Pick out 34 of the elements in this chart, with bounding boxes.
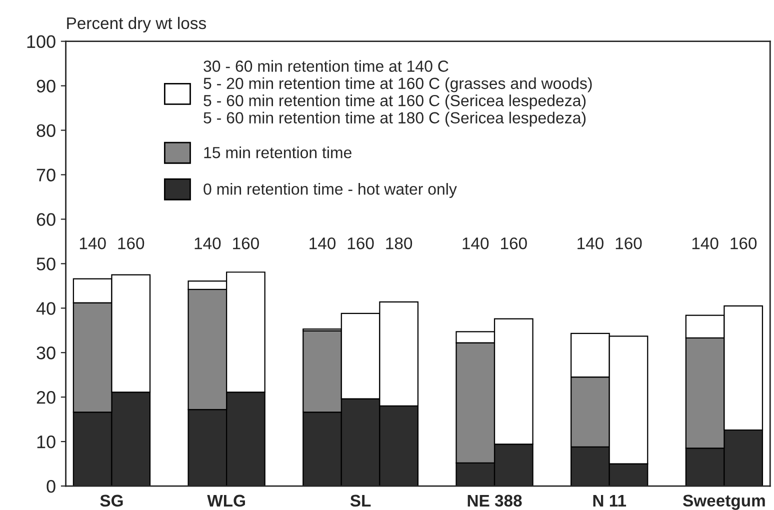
y-tick-label: 60 <box>36 213 56 226</box>
y-axis-title: Percent dry wt loss <box>67 16 206 32</box>
text: SG <box>100 494 123 507</box>
y-tick-label: 90 <box>36 80 56 92</box>
x-tick-label: 160 <box>616 237 642 250</box>
x-tick-label: 140 <box>578 237 604 250</box>
y-tick-label: 0 <box>46 480 56 493</box>
y-tick-label: 100 <box>27 35 56 48</box>
x-tick-label: 160 <box>233 237 259 250</box>
x-tick-label: 160 <box>118 237 144 250</box>
text: NE 388 <box>468 494 522 507</box>
legend-label: 0 min retention time - hot water only <box>204 183 457 198</box>
y-tick-label: 80 <box>36 124 56 137</box>
y-tick-label: 20 <box>36 391 56 404</box>
y-tick-label: 10 <box>37 435 56 448</box>
y-tick-label: 30 <box>36 346 56 360</box>
text: N 11 <box>593 494 626 506</box>
x-tick-label: 140 <box>310 237 336 250</box>
text: WLG <box>207 494 245 507</box>
text: Sweetgum <box>683 494 765 510</box>
x-tick-label: 160 <box>348 237 374 250</box>
y-tick-label: 70 <box>36 168 56 182</box>
legend-label: 15 min retention time <box>204 146 352 158</box>
x-tick-label: 180 <box>386 237 412 250</box>
x-tick-label: 160 <box>730 237 757 250</box>
y-tick-label: 50 <box>36 258 56 270</box>
x-tick-label: 140 <box>692 237 718 250</box>
y-tick-label: 40 <box>36 302 56 315</box>
x-tick-label: 140 <box>80 237 106 250</box>
legend-label: 30 - 60 min retention time at 140 C 5 - 20 min retention time at 160 C (grasses and woods) 5 - 60 min retention time at 160 C (Sericea lespedeza) 5 - 60 min retention time at 180 C (Sericea lespedeza) <box>204 60 592 127</box>
x-tick-label: 140 <box>194 237 221 250</box>
text: SL <box>350 494 371 507</box>
x-tick-label: 140 <box>462 237 489 250</box>
x-tick-label: 160 <box>501 237 527 250</box>
